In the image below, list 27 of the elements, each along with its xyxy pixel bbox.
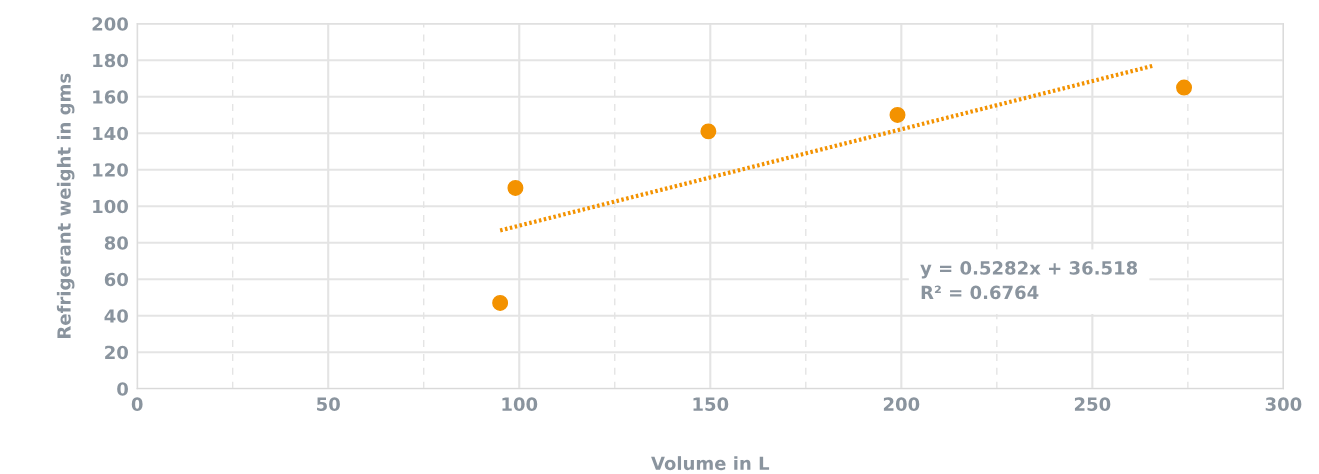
y-axis-title: Refrigerant weight in gms: [56, 73, 75, 338]
x-tick-label: 100: [502, 397, 538, 411]
y-tick-label: 40: [104, 309, 128, 323]
y-tick-label: 20: [105, 345, 128, 360]
x-tick-label: 50: [317, 397, 340, 411]
y-tick-label: 0: [117, 382, 128, 396]
y-tick-label: 140: [93, 126, 128, 141]
point: [1176, 79, 1193, 96]
y-tick-label: 100: [93, 199, 128, 214]
x-tick-label: 300: [1265, 397, 1302, 411]
x-tick-label: 200: [883, 397, 920, 411]
y-tick-label: 120: [93, 163, 128, 177]
x-axis-title: Volume in L: [651, 456, 770, 471]
x-tick-label: 0: [131, 397, 143, 411]
y-tick-label: 160: [93, 90, 128, 104]
x-tick-label: 150: [693, 397, 729, 411]
point: [492, 294, 509, 311]
y-tick-label: 80: [104, 236, 128, 250]
point: [700, 123, 717, 140]
annotation: y = 0.5282x + 36.518: [920, 261, 1138, 279]
x-tick-label: 250: [1074, 397, 1111, 411]
point: [889, 106, 906, 123]
annotation: R² = 0.6764: [921, 285, 1039, 300]
point: [507, 179, 524, 196]
y-tick-label: 200: [92, 17, 128, 31]
y-tick-label: 60: [104, 272, 128, 287]
y-tick-label: 180: [93, 53, 128, 68]
